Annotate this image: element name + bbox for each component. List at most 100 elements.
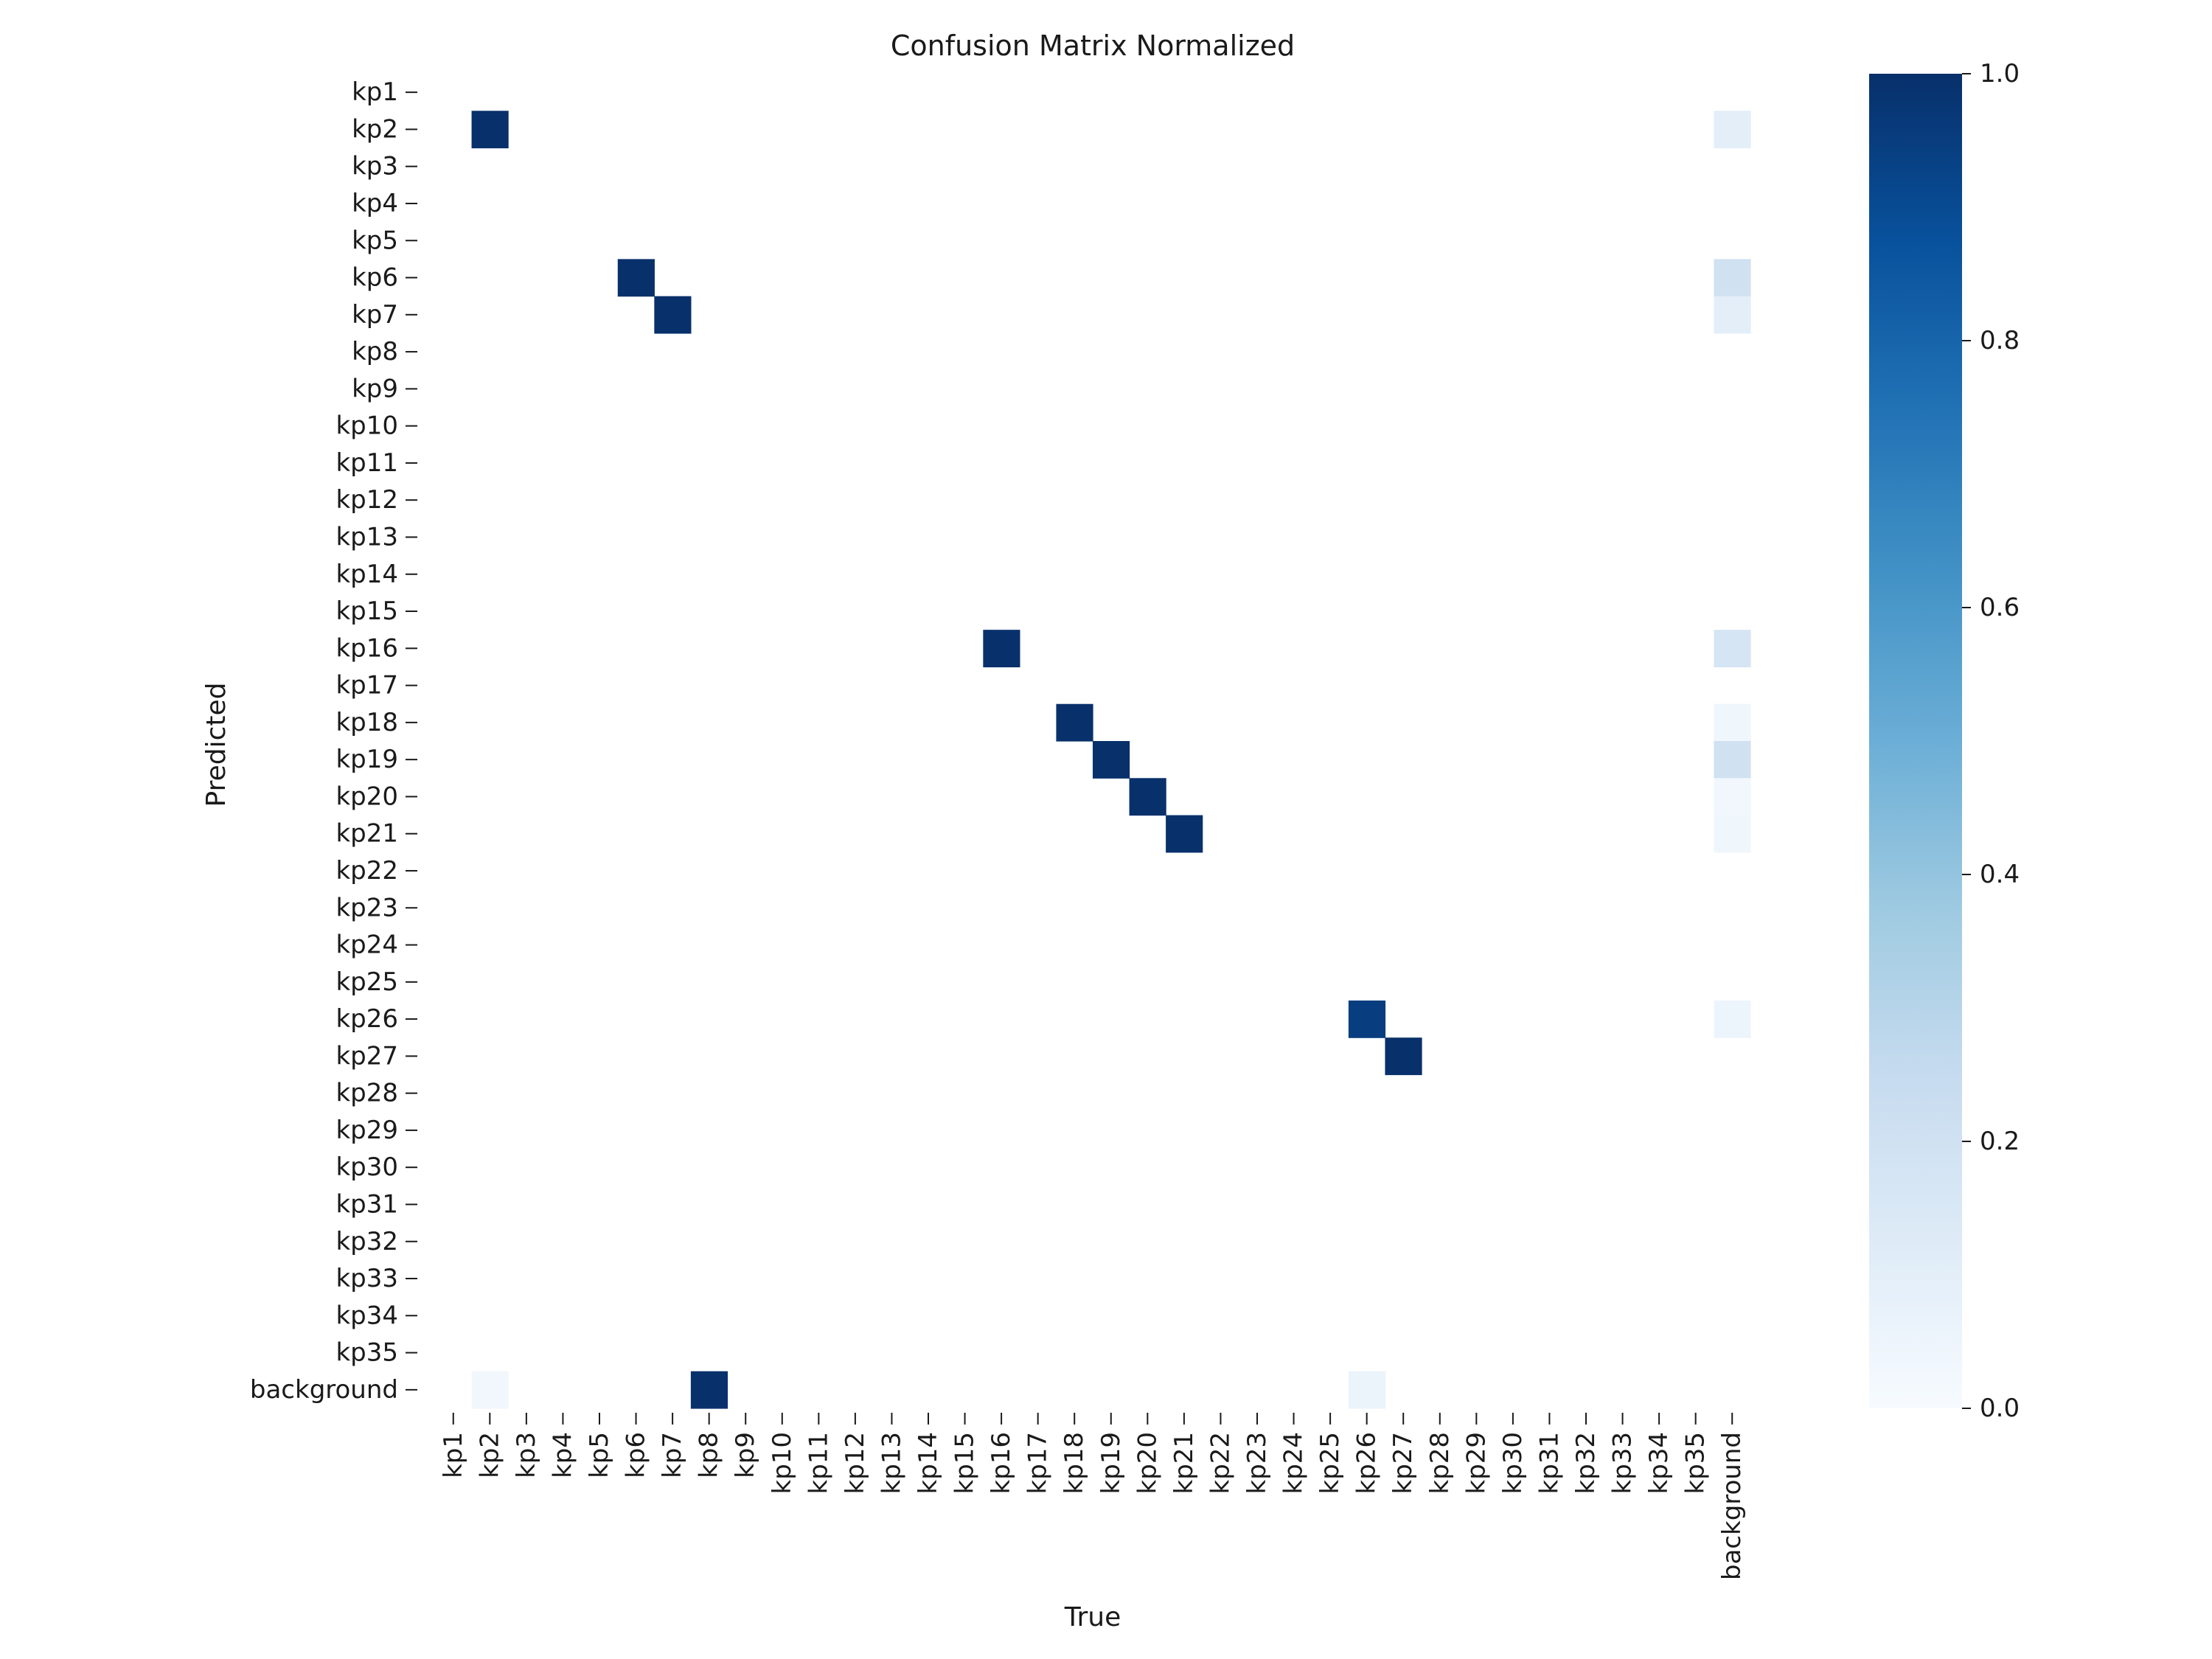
y-tick-label: kp35 (335, 1338, 398, 1368)
x-axis: kp1 kp2 kp3 kp4 kp5 kp6 kp7 kp8 kp9 kp10 kp11 kp12 k… (439, 1413, 1747, 1580)
colorbar-tick-label: 0.6 (1980, 593, 2020, 622)
y-tick-label: kp14 (335, 560, 398, 589)
x-tick-label: kp19 (1096, 1432, 1126, 1495)
heatmap-cell (1056, 703, 1093, 742)
y-tick-label: kp13 (335, 522, 398, 552)
x-tick-label: kp22 (1206, 1432, 1235, 1495)
x-tick-label: kp3 (512, 1432, 541, 1478)
heatmap-cell (654, 296, 692, 334)
y-tick-label: kp19 (335, 745, 398, 774)
x-tick-label: kp11 (804, 1432, 833, 1495)
heatmap-cell (1166, 815, 1203, 853)
x-tick-label: kp28 (1425, 1432, 1455, 1495)
y-tick-label: kp16 (335, 633, 398, 663)
x-tick-label: kp32 (1571, 1432, 1601, 1495)
x-tick-label: kp25 (1315, 1432, 1345, 1495)
heatmap-cell (1714, 778, 1751, 816)
y-axis-label: Predicted (201, 683, 232, 807)
heatmap-cell (1714, 741, 1751, 779)
heatmap-cell (983, 630, 1020, 668)
x-tick-label: kp29 (1461, 1432, 1491, 1495)
y-tick-label: kp3 (352, 152, 398, 181)
y-tick-label: kp23 (335, 893, 398, 922)
x-tick-label: kp20 (1133, 1432, 1162, 1495)
x-tick-label: kp34 (1644, 1432, 1674, 1495)
heatmap-cell (617, 259, 655, 297)
colorbar-axis: 0.0 0.2 0.4 0.6 0.8 1.0 (1962, 59, 2020, 1423)
y-tick-label: kp4 (352, 189, 398, 218)
x-tick-label: kp15 (950, 1432, 980, 1495)
y-axis: kp1 kp2 kp3 kp4 kp5 kp6 kp7 kp8 kp9 kp10 kp11 kp12 k… (250, 77, 417, 1405)
y-tick-label: kp31 (335, 1189, 398, 1219)
colorbar-tick-label: 0.0 (1980, 1394, 2020, 1423)
x-tick-label: kp27 (1388, 1432, 1418, 1495)
heatmap-cells (471, 111, 1751, 1409)
y-tick-label: background (250, 1375, 398, 1405)
x-tick-label: kp17 (1023, 1432, 1053, 1495)
y-tick-label: kp2 (352, 114, 398, 144)
y-tick-label: kp1 (352, 77, 398, 107)
colorbar-tick-label: 0.2 (1980, 1127, 2020, 1156)
x-tick-label: kp35 (1681, 1432, 1711, 1495)
x-tick-label: kp26 (1352, 1432, 1382, 1495)
x-tick-label: kp16 (987, 1432, 1016, 1495)
heatmap-cell (1714, 259, 1751, 297)
y-tick-label: kp20 (335, 782, 398, 811)
colorbar-tick-label: 0.8 (1980, 326, 2020, 355)
y-tick-label: kp18 (335, 708, 398, 737)
x-tick-label: kp21 (1169, 1432, 1199, 1495)
y-tick-label: kp22 (335, 856, 398, 886)
y-tick-label: kp12 (335, 485, 398, 515)
colorbar (1869, 74, 1962, 1408)
heatmap-cell (1714, 296, 1751, 334)
heatmap-cell (1714, 1000, 1751, 1038)
x-tick-label: kp18 (1060, 1432, 1089, 1495)
x-tick-label: kp2 (475, 1432, 504, 1478)
heatmap-cell (471, 111, 509, 149)
y-tick-label: kp28 (335, 1079, 398, 1108)
x-tick-label: kp33 (1608, 1432, 1638, 1495)
x-tick-label: kp14 (914, 1432, 943, 1495)
x-tick-label: kp7 (658, 1432, 687, 1478)
y-tick-label: kp11 (335, 448, 398, 478)
heatmap-cell (690, 1371, 728, 1409)
x-tick-label: kp4 (548, 1432, 577, 1478)
y-tick-label: kp6 (352, 263, 398, 293)
x-tick-label: kp9 (731, 1432, 760, 1478)
x-tick-label: background (1717, 1432, 1747, 1580)
heatmap-cell (1348, 1371, 1386, 1409)
y-tick-label: kp30 (335, 1152, 398, 1182)
y-tick-label: kp21 (335, 819, 398, 849)
y-tick-label: kp26 (335, 1004, 398, 1034)
x-tick-label: kp8 (695, 1432, 724, 1478)
x-tick-label: kp10 (768, 1432, 797, 1495)
y-tick-label: kp9 (352, 374, 398, 403)
x-tick-label: kp1 (439, 1432, 468, 1478)
y-tick-label: kp25 (335, 967, 398, 997)
colorbar-tick-label: 1.0 (1980, 59, 2020, 88)
heatmap-cell (1714, 630, 1751, 668)
y-tick-label: kp10 (335, 411, 398, 441)
y-tick-label: kp27 (335, 1041, 398, 1071)
heatmap-cell (1093, 741, 1130, 779)
x-axis-label: True (1064, 1602, 1121, 1632)
heatmap-cell (1385, 1037, 1422, 1076)
colorbar-tick-label: 0.4 (1980, 860, 2020, 889)
heatmap-cell (1129, 778, 1166, 816)
y-tick-label: kp15 (335, 597, 398, 626)
x-tick-label: kp31 (1534, 1432, 1564, 1495)
y-tick-label: kp24 (335, 931, 398, 960)
x-tick-label: kp30 (1498, 1432, 1528, 1495)
heatmap-cell (1714, 111, 1751, 149)
y-tick-label: kp8 (352, 337, 398, 366)
y-tick-label: kp32 (335, 1227, 398, 1256)
x-tick-label: kp6 (622, 1432, 651, 1478)
heatmap-cell (1348, 1000, 1386, 1038)
heatmap-cell (471, 1371, 509, 1409)
y-tick-label: kp5 (352, 226, 398, 255)
y-tick-label: kp29 (335, 1116, 398, 1145)
chart-title: Confusion Matrix Normalized (891, 29, 1295, 62)
y-tick-label: kp7 (352, 300, 398, 330)
y-tick-label: kp34 (335, 1301, 398, 1330)
